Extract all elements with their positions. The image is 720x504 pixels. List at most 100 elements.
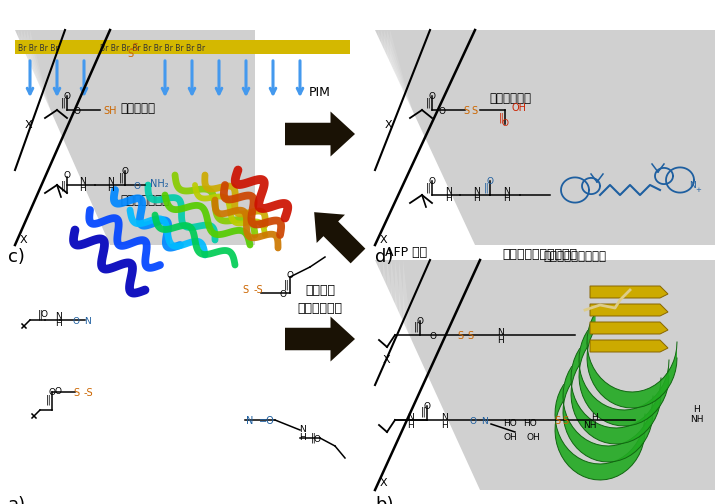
Text: 相互作用部位: 相互作用部位 (489, 92, 531, 105)
Polygon shape (590, 340, 668, 352)
Text: S: S (242, 285, 248, 295)
Polygon shape (285, 317, 355, 361)
Text: HO: HO (523, 419, 537, 428)
Polygon shape (395, 260, 425, 490)
Text: O: O (48, 388, 55, 397)
Text: OH: OH (503, 433, 517, 442)
Text: ‖: ‖ (498, 113, 503, 123)
Text: H: H (441, 421, 449, 430)
Polygon shape (379, 260, 417, 490)
Text: -S: -S (130, 43, 140, 53)
Text: H: H (497, 336, 503, 345)
Text: -S: -S (254, 285, 264, 295)
Text: O: O (279, 290, 287, 299)
Text: S: S (562, 416, 568, 426)
Text: H: H (107, 184, 114, 193)
Text: O: O (469, 417, 477, 426)
Text: O: O (287, 271, 294, 280)
Text: H: H (503, 194, 509, 203)
Polygon shape (383, 260, 419, 490)
Text: O: O (313, 435, 320, 444)
Text: O: O (423, 402, 431, 411)
Text: X: X (380, 235, 387, 245)
Polygon shape (384, 30, 460, 245)
Text: N: N (246, 416, 253, 426)
Text: 蛍光レポーター分子: 蛍光レポーター分子 (544, 250, 606, 263)
Text: ‖: ‖ (45, 395, 50, 405)
Text: X: X (380, 478, 387, 488)
Text: N: N (441, 413, 449, 422)
Text: ‖: ‖ (420, 407, 426, 417)
Text: N: N (300, 425, 307, 434)
Polygon shape (21, 30, 100, 245)
Text: N: N (80, 177, 86, 186)
Text: a): a) (8, 496, 26, 504)
Text: N: N (408, 413, 415, 422)
Text: H: H (445, 194, 451, 203)
Text: O: O (55, 387, 61, 396)
Text: ‖: ‖ (413, 322, 418, 332)
Text: H: H (300, 433, 307, 442)
Text: X: X (385, 120, 392, 130)
Text: 表面より
ポリマー伸張: 表面より ポリマー伸張 (297, 284, 343, 315)
Text: O: O (428, 92, 436, 101)
Polygon shape (375, 30, 475, 245)
Polygon shape (24, 30, 95, 245)
Polygon shape (285, 111, 355, 157)
Text: O: O (73, 317, 79, 326)
Text: H: H (592, 413, 598, 422)
Text: N: N (445, 187, 451, 196)
Polygon shape (590, 304, 668, 316)
Polygon shape (381, 30, 465, 245)
Text: H: H (55, 319, 61, 328)
Polygon shape (15, 30, 110, 245)
Text: ‖: ‖ (484, 183, 488, 193)
Text: S: S (471, 106, 477, 116)
Text: チオール基: チオール基 (120, 101, 155, 114)
Text: c): c) (8, 248, 25, 266)
Text: N: N (472, 187, 480, 196)
Text: S: S (467, 331, 473, 341)
Text: O: O (502, 119, 508, 128)
Text: H: H (472, 194, 480, 203)
Text: ‖: ‖ (119, 173, 123, 183)
Text: ‖: ‖ (426, 183, 431, 193)
Text: NH₂: NH₂ (150, 179, 168, 189)
Bar (15, 40, 350, 54)
Polygon shape (399, 260, 427, 490)
Text: ‖: ‖ (60, 181, 66, 191)
Polygon shape (590, 286, 668, 298)
Text: ‖: ‖ (37, 310, 42, 320)
Text: O: O (430, 332, 436, 341)
Text: SH: SH (103, 106, 117, 116)
Text: AFP 除去: AFP 除去 (385, 245, 427, 259)
Polygon shape (378, 30, 470, 245)
Text: HO: HO (503, 419, 517, 428)
Text: N: N (84, 317, 91, 326)
Text: O: O (63, 92, 71, 101)
Polygon shape (590, 322, 668, 334)
Text: N: N (107, 177, 114, 186)
Text: ‖: ‖ (426, 98, 431, 108)
Text: OH: OH (512, 103, 527, 113)
Polygon shape (314, 212, 365, 264)
Text: NH: NH (583, 421, 597, 430)
Text: X: X (20, 235, 27, 245)
Polygon shape (27, 30, 90, 245)
Text: O: O (63, 171, 71, 180)
Text: X: X (25, 120, 32, 130)
Text: ‖: ‖ (284, 280, 289, 290)
Text: =O: =O (259, 416, 275, 426)
Text: OH: OH (526, 433, 540, 442)
Text: b): b) (375, 496, 394, 504)
Text: O: O (416, 317, 423, 326)
Polygon shape (375, 30, 475, 245)
Text: Br Br Br Br: Br Br Br Br (18, 44, 58, 53)
Polygon shape (18, 30, 105, 245)
Text: N: N (55, 312, 61, 321)
Text: ‖: ‖ (310, 433, 315, 443)
Text: S: S (457, 331, 463, 341)
Text: O: O (438, 107, 446, 116)
Bar (375, 30, 715, 245)
Text: PIM: PIM (309, 86, 331, 99)
